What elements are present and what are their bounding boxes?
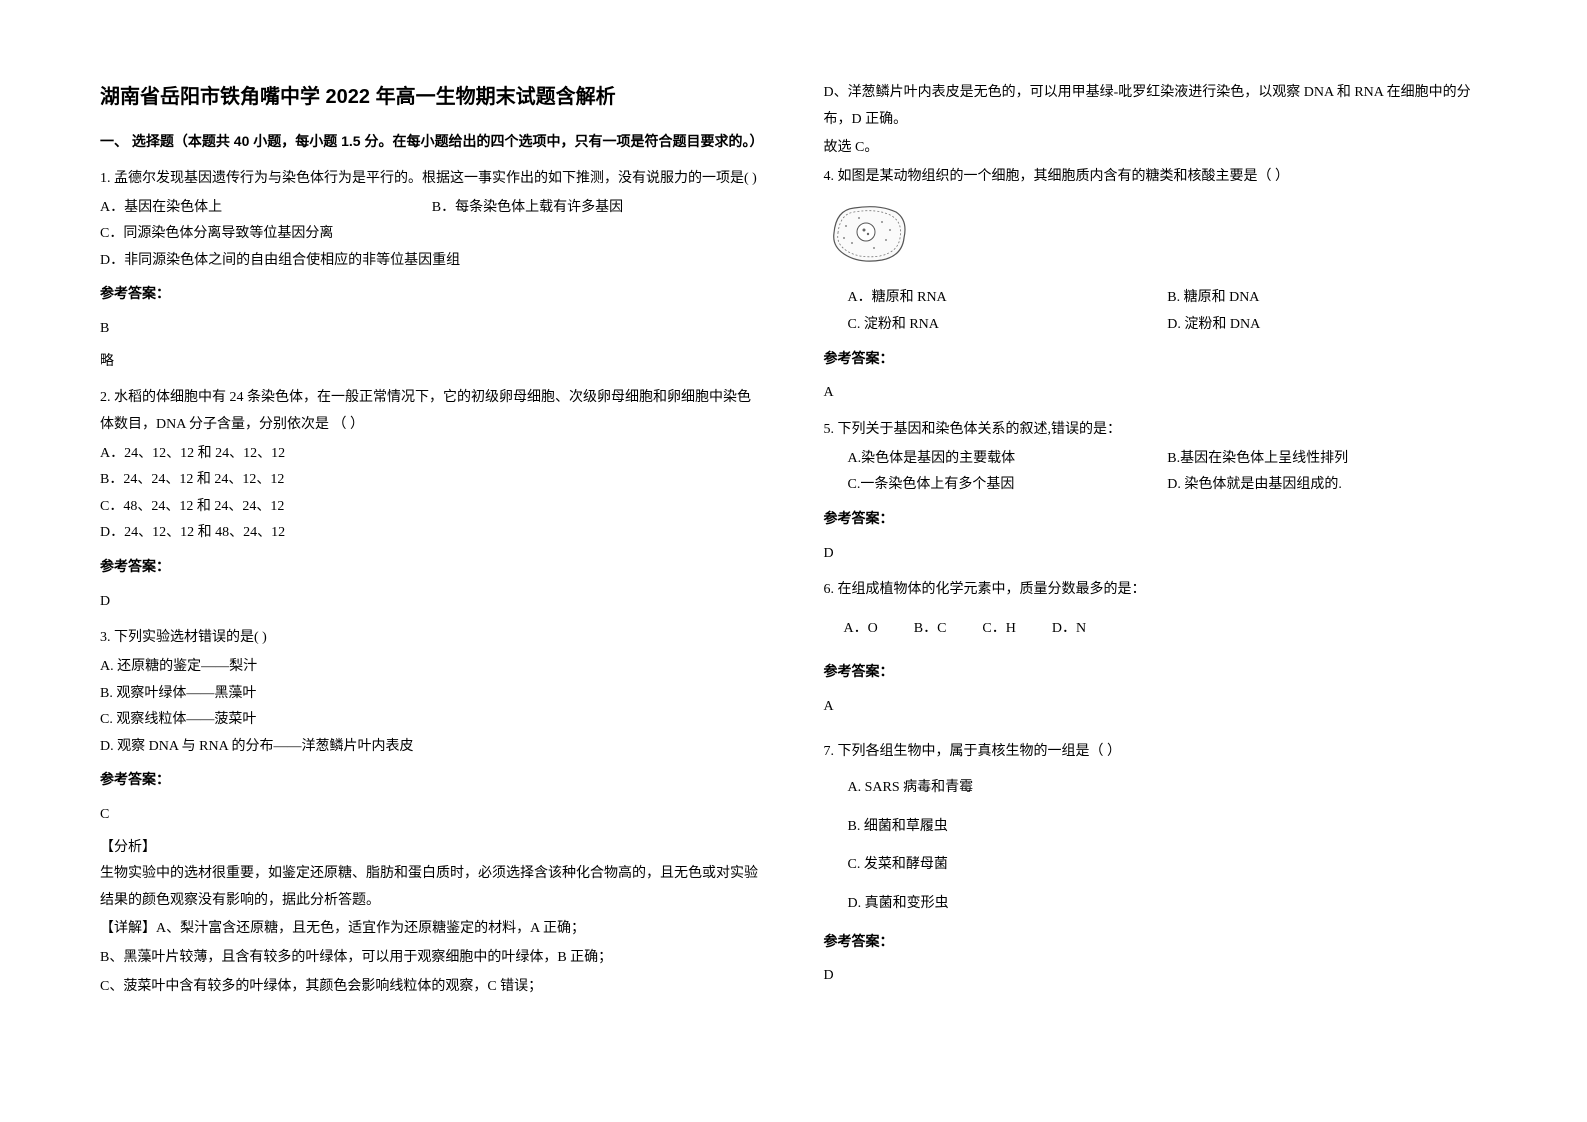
question-6: 6. 在组成植物体的化学元素中，质量分数最多的是： A．O B．C C．H D．… (824, 577, 1488, 721)
q3-stem: 3. 下列实验选材错误的是( ) (100, 625, 764, 652)
q1-optD: D．非同源染色体之间的自由组合使相应的非等位基因重组 (100, 248, 764, 275)
q2-optC: C．48、24、12 和 24、24、12 (100, 494, 764, 521)
cyto-dot (845, 225, 847, 227)
q3-detailA-text: A、梨汁富含还原糖，且无色，适宜作为还原糖鉴定的材料，A 正确； (156, 921, 585, 936)
q6-optC: C．H (982, 616, 1015, 643)
q5-row-ab: A.染色体是基因的主要载体 B.基因在染色体上呈线性排列 (824, 446, 1488, 473)
q1-answer: B (100, 316, 764, 343)
q3-optC: C. 观察线粒体——菠菜叶 (100, 707, 764, 734)
q5-answer: D (824, 541, 1488, 568)
q1-optC: C．同源染色体分离导致等位基因分离 (100, 221, 764, 248)
q6-optA: A．O (844, 616, 878, 643)
q3-detailB: B、黑藻叶片较薄，且含有较多的叶绿体，可以用于观察细胞中的叶绿体，B 正确； (100, 945, 764, 972)
q5-optC: C.一条染色体上有多个基因 (848, 472, 1168, 499)
q2-optD: D．24、12、12 和 48、24、12 (100, 520, 764, 547)
q2-optB: B．24、24、12 和 24、12、12 (100, 467, 764, 494)
q1-stem: 1. 孟德尔发现基因遗传行为与染色体行为是平行的。根据这一事实作出的如下推测，没… (100, 166, 764, 193)
q3-optD: D. 观察 DNA 与 RNA 的分布——洋葱鳞片叶内表皮 (100, 734, 764, 761)
q5-row-cd: C.一条染色体上有多个基因 D. 染色体就是由基因组成的. (824, 472, 1488, 499)
q3-answer-label: 参考答案： (100, 768, 764, 792)
spacer (824, 606, 1488, 616)
q3-conclusion: 故选 C。 (824, 135, 1488, 162)
q4-optB: B. 糖原和 DNA (1167, 285, 1487, 312)
section-heading: 一、 选择题（本题共 40 小题，每小题 1.5 分。在每小题给出的四个选项中，… (100, 131, 764, 152)
q3-detailD: D、洋葱鳞片叶内表皮是无色的，可以用甲基绿-吡罗红染液进行染色，以观察 DNA … (824, 80, 1488, 133)
q5-optA: A.染色体是基因的主要载体 (848, 446, 1168, 473)
q1-answer-label: 参考答案： (100, 282, 764, 306)
q6-options: A．O B．C C．H D．N (824, 616, 1488, 643)
q4-optA: A．糖原和 RNA (848, 285, 1168, 312)
spacer (824, 642, 1488, 652)
right-column: D、洋葱鳞片叶内表皮是无色的，可以用甲基绿-吡罗红染液进行染色，以观察 DNA … (824, 80, 1488, 1010)
q5-answer-label: 参考答案： (824, 507, 1488, 531)
cyto-dot (851, 242, 853, 244)
nucleolus-dot-2 (866, 233, 868, 235)
q5-stem: 5. 下列关于基因和染色体关系的叙述,错误的是： (824, 417, 1488, 444)
q3-optB: B. 观察叶绿体——黑藻叶 (100, 681, 764, 708)
q7-optD: D. 真菌和变形虫 (824, 891, 1488, 918)
spacer (824, 731, 1488, 739)
nucleolus-dot-1 (862, 229, 865, 232)
question-5: 5. 下列关于基因和染色体关系的叙述,错误的是： A.染色体是基因的主要载体 B… (824, 417, 1488, 567)
question-2: 2. 水稻的体细胞中有 24 条染色体，在一般正常情况下，它的初级卵母细胞、次级… (100, 385, 764, 615)
q6-stem: 6. 在组成植物体的化学元素中，质量分数最多的是： (824, 577, 1488, 604)
q4-row-ab: A．糖原和 RNA B. 糖原和 DNA (824, 285, 1488, 312)
q4-stem: 4. 如图是某动物组织的一个细胞，其细胞质内含有的糖类和核酸主要是（ ） (824, 164, 1488, 191)
q1-brief: 略 (100, 349, 764, 376)
q7-optC: C. 发菜和酵母菌 (824, 852, 1488, 879)
cyto-dot (873, 247, 875, 249)
q4-row-cd: C. 淀粉和 RNA D. 淀粉和 DNA (824, 312, 1488, 339)
cyto-dot (843, 237, 845, 239)
question-4: 4. 如图是某动物组织的一个细胞，其细胞质内含有的糖类和核酸主要是（ ） (824, 164, 1488, 407)
q3-answer: C (100, 802, 764, 829)
q7-answer-label: 参考答案： (824, 930, 1488, 954)
q3-optA: A. 还原糖的鉴定——梨汁 (100, 654, 764, 681)
question-3: 3. 下列实验选材错误的是( ) A. 还原糖的鉴定——梨汁 B. 观察叶绿体—… (100, 625, 764, 1000)
cell-diagram (824, 198, 1488, 273)
q2-stem: 2. 水稻的体细胞中有 24 条染色体，在一般正常情况下，它的初级卵母细胞、次级… (100, 385, 764, 438)
q5-optD: D. 染色体就是由基因组成的. (1167, 472, 1487, 499)
cell-svg (824, 198, 914, 268)
q6-answer-label: 参考答案： (824, 660, 1488, 684)
cyto-dot (885, 239, 887, 241)
page-title: 湖南省岳阳市铁角嘴中学 2022 年高一生物期末试题含解析 (100, 80, 764, 109)
q1-optA: A．基因在染色体上 (100, 195, 432, 222)
q4-optC: C. 淀粉和 RNA (848, 312, 1168, 339)
cyto-dot (889, 229, 891, 231)
q2-answer-label: 参考答案： (100, 555, 764, 579)
q2-optA: A．24、12、12 和 24、12、12 (100, 441, 764, 468)
cyto-dot (881, 221, 883, 223)
q7-stem: 7. 下列各组生物中，属于真核生物的一组是（ ） (824, 739, 1488, 766)
q6-answer: A (824, 694, 1488, 721)
question-7: 7. 下列各组生物中，属于真核生物的一组是（ ） A. SARS 病毒和青霉 B… (824, 739, 1488, 990)
nucleus (857, 223, 875, 241)
q1-optB: B．每条染色体上载有许多基因 (432, 195, 764, 222)
q3-analysis1: 生物实验中的选材很重要，如鉴定还原糖、脂肪和蛋白质时，必须选择含该种化合物高的，… (100, 861, 764, 914)
q7-optB: B. 细菌和草履虫 (824, 814, 1488, 841)
q3-detailA: 【详解】A、梨汁富含还原糖，且无色，适宜作为还原糖鉴定的材料，A 正确； (100, 916, 764, 943)
q7-optA: A. SARS 病毒和青霉 (824, 775, 1488, 802)
q4-optD: D. 淀粉和 DNA (1167, 312, 1487, 339)
q6-optD: D．N (1052, 616, 1086, 643)
q7-answer: D (824, 963, 1488, 990)
spacer (824, 767, 1488, 775)
q2-answer: D (100, 589, 764, 616)
left-column: 湖南省岳阳市铁角嘴中学 2022 年高一生物期末试题含解析 一、 选择题（本题共… (100, 80, 764, 1010)
q4-answer: A (824, 380, 1488, 407)
q1-row-ab: A．基因在染色体上 B．每条染色体上载有许多基因 (100, 195, 764, 222)
q5-optB: B.基因在染色体上呈线性排列 (1167, 446, 1487, 473)
q3-detailC: C、菠菜叶中含有较多的叶绿体，其颜色会影响线粒体的观察，C 错误； (100, 974, 764, 1001)
q3-analysis-label: 【分析】 (100, 835, 764, 862)
question-1: 1. 孟德尔发现基因遗传行为与染色体行为是平行的。根据这一事实作出的如下推测，没… (100, 166, 764, 375)
cyto-dot (858, 217, 860, 219)
q3-detail-label: 【详解】 (100, 921, 156, 936)
q6-optB: B．C (914, 616, 947, 643)
q4-answer-label: 参考答案： (824, 347, 1488, 371)
page-container: 湖南省岳阳市铁角嘴中学 2022 年高一生物期末试题含解析 一、 选择题（本题共… (100, 80, 1487, 1010)
